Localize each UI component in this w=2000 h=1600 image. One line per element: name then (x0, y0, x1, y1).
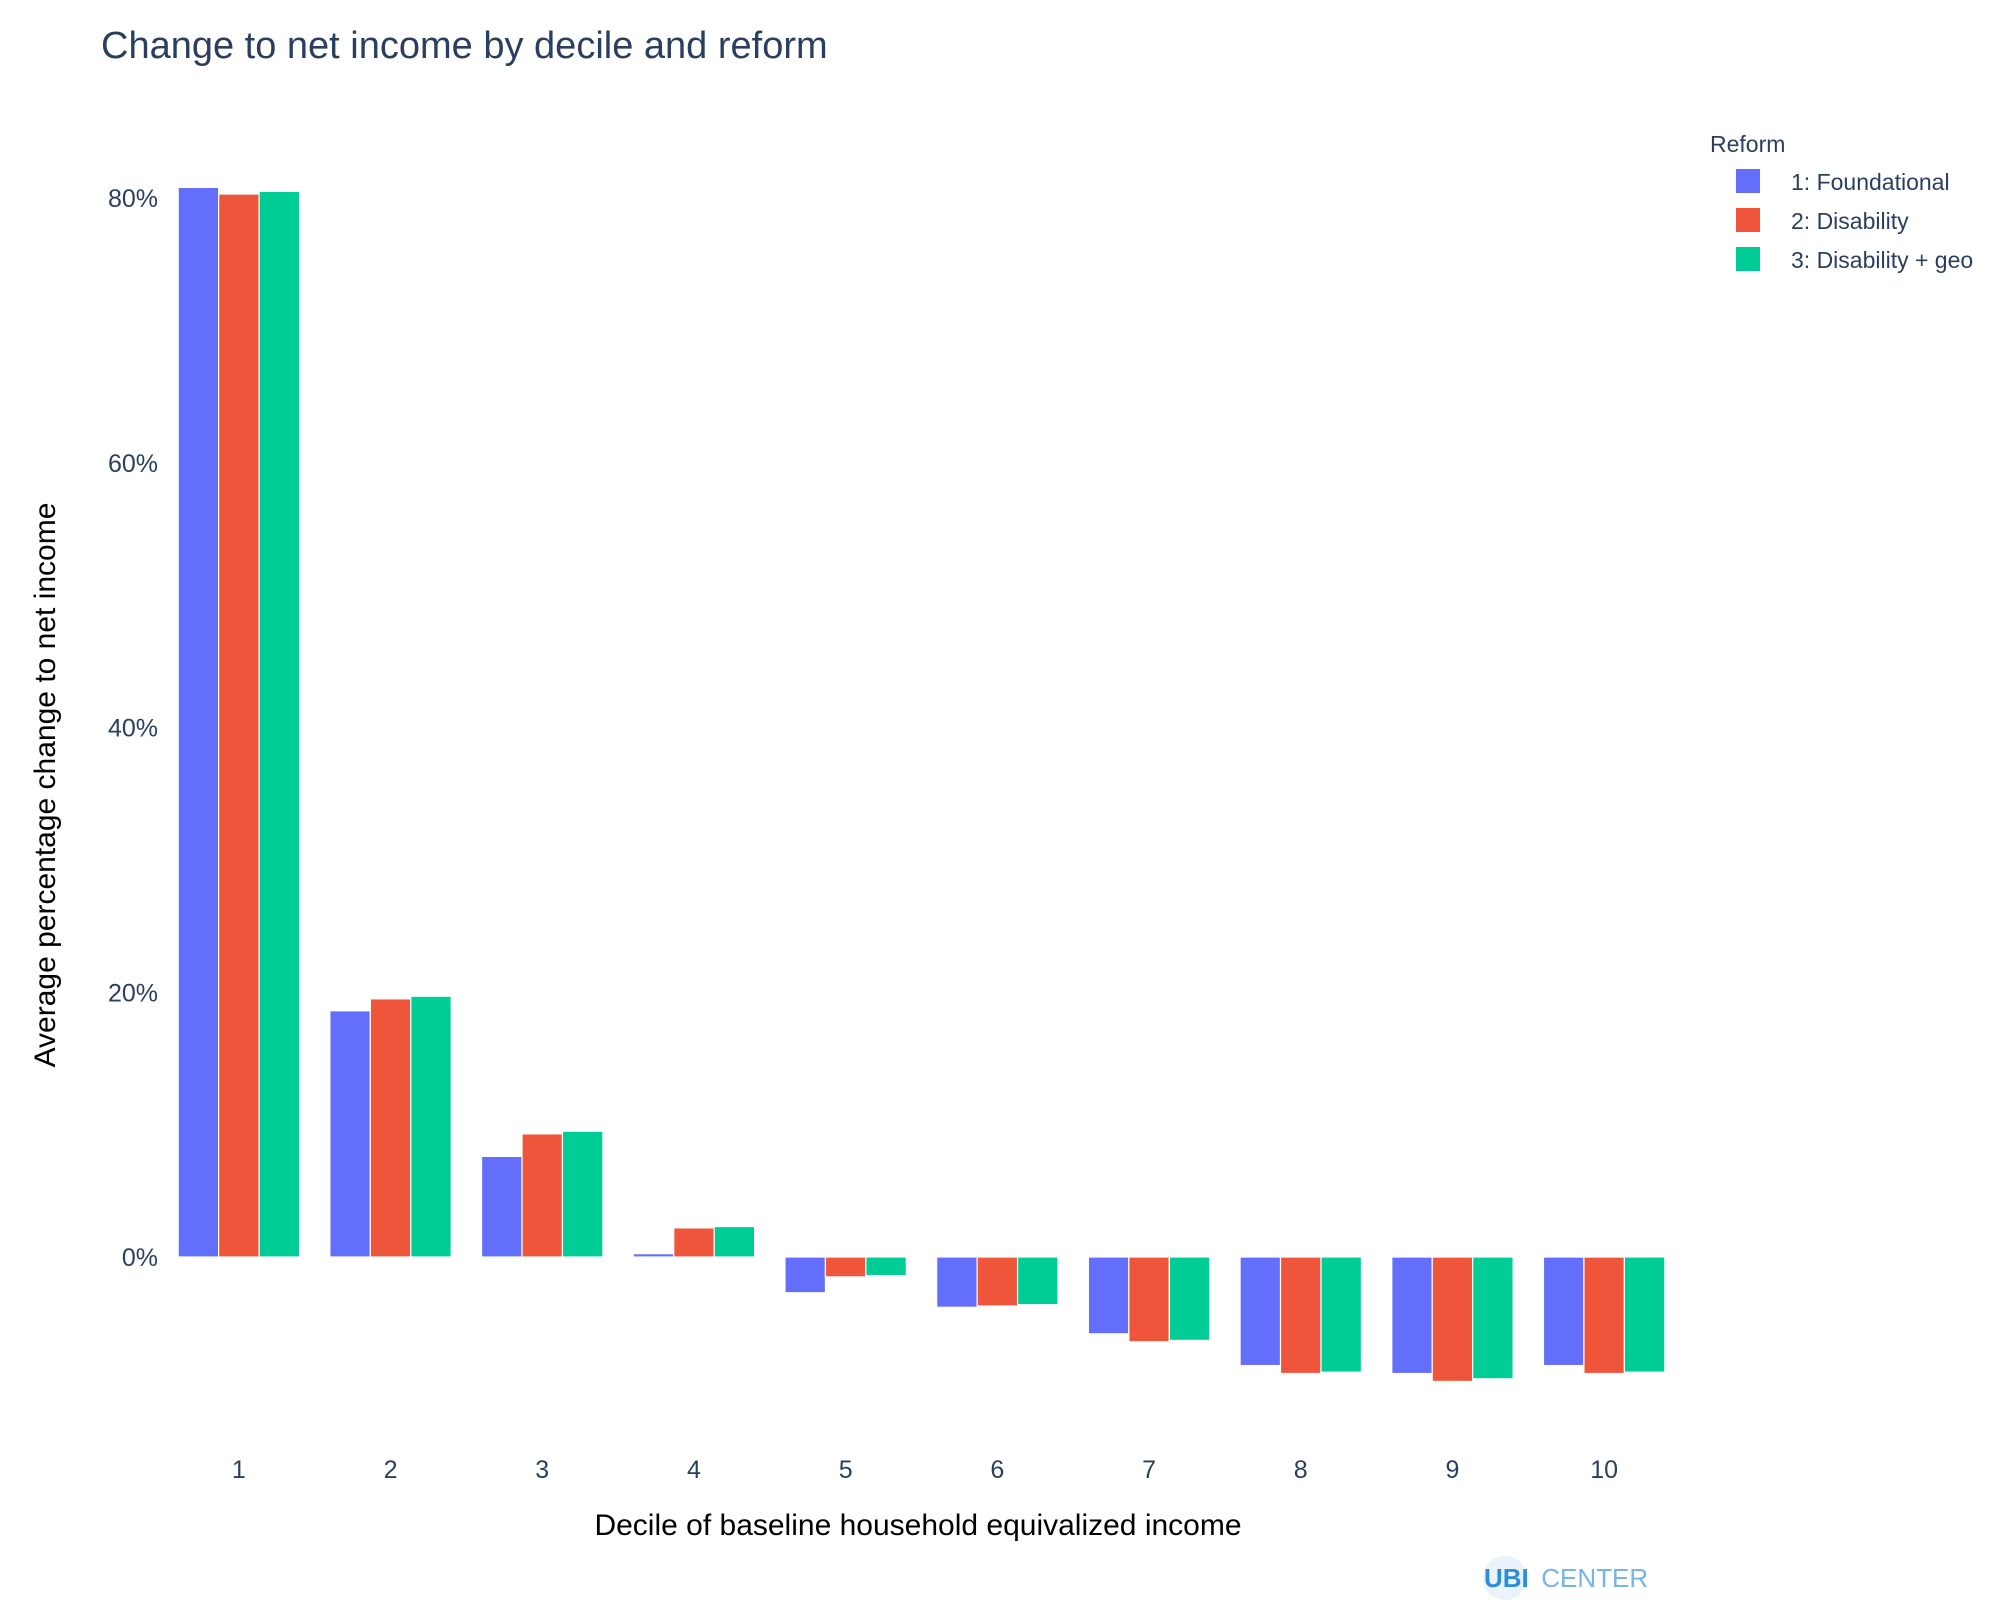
x-tick-label: 4 (687, 1456, 701, 1484)
y-axis-ticks: 0% 20% 40% 60% 80% (108, 185, 158, 1272)
y-tick-label: 0% (122, 1244, 158, 1272)
logo-text: UBI CENTER (1484, 1563, 1648, 1593)
x-axis-ticks: 1 2 3 4 5 6 7 8 9 10 (232, 1456, 1618, 1484)
bar[interactable] (1279, 1256, 1322, 1375)
bar[interactable] (976, 1256, 1019, 1307)
legend[interactable]: Reform 1: Foundational 2: Disability 3: Di… (1710, 131, 1973, 273)
legend-label: 1: Foundational (1791, 169, 1950, 195)
legend-swatch (1736, 169, 1760, 193)
legend-title: Reform (1710, 131, 1785, 157)
bar[interactable] (521, 1133, 564, 1258)
logo-light-text: CENTER (1541, 1563, 1648, 1593)
x-tick-label: 2 (384, 1456, 398, 1484)
x-axis-title: Decile of baseline household equivalized… (594, 1509, 1241, 1542)
bar[interactable] (1431, 1256, 1474, 1383)
legend-item[interactable]: 1: Foundational (1736, 169, 1950, 195)
ubi-center-logo[interactable]: UBI CENTER (1483, 1556, 1648, 1600)
y-tick-label: 20% (108, 979, 158, 1007)
legend-item[interactable]: 3: Disability + geo (1736, 247, 1973, 273)
bar[interactable] (369, 998, 412, 1258)
bar[interactable] (824, 1256, 867, 1278)
bar[interactable] (673, 1227, 715, 1258)
x-tick-label: 3 (535, 1456, 549, 1484)
bars (177, 186, 1666, 1383)
x-tick-label: 8 (1294, 1456, 1308, 1484)
legend-swatch (1736, 208, 1760, 232)
logo-bold-text: UBI (1484, 1563, 1529, 1593)
bar[interactable] (632, 1253, 675, 1258)
bar[interactable] (784, 1256, 827, 1294)
bar[interactable] (1239, 1256, 1282, 1367)
y-tick-label: 60% (108, 450, 158, 478)
chart-title: Change to net income by decile and refor… (101, 25, 828, 67)
x-tick-label: 5 (839, 1456, 853, 1484)
bar[interactable] (1128, 1256, 1170, 1343)
legend-label: 2: Disability (1791, 208, 1909, 234)
bar[interactable] (329, 1010, 371, 1258)
bar[interactable] (177, 186, 220, 1258)
y-axis-title: Average percentage change to net income (29, 503, 62, 1068)
x-tick-label: 7 (1142, 1456, 1156, 1484)
bar[interactable] (1016, 1256, 1059, 1306)
bar[interactable] (1087, 1256, 1130, 1335)
bar[interactable] (1623, 1256, 1666, 1373)
bar[interactable] (1472, 1256, 1514, 1380)
bar[interactable] (1320, 1256, 1363, 1373)
bar[interactable] (865, 1256, 907, 1277)
legend-item[interactable]: 2: Disability (1736, 208, 1909, 234)
bar[interactable] (713, 1225, 756, 1258)
bar[interactable] (480, 1155, 523, 1258)
logo-badge (1483, 1556, 1527, 1600)
x-tick-label: 10 (1590, 1456, 1618, 1484)
legend-label: 3: Disability + geo (1791, 247, 1973, 273)
bar[interactable] (936, 1256, 978, 1308)
x-tick-label: 9 (1445, 1456, 1459, 1484)
legend-swatch (1736, 247, 1760, 271)
bar[interactable] (410, 995, 452, 1258)
bar[interactable] (218, 193, 260, 1258)
bar[interactable] (1168, 1256, 1211, 1342)
y-tick-label: 80% (108, 185, 158, 213)
bar[interactable] (1391, 1256, 1433, 1375)
bar[interactable] (258, 190, 301, 1258)
y-tick-label: 40% (108, 715, 158, 743)
bar[interactable] (1542, 1256, 1585, 1367)
x-tick-label: 1 (232, 1456, 246, 1484)
bar[interactable] (1583, 1256, 1625, 1375)
bar[interactable] (561, 1130, 604, 1258)
x-tick-label: 6 (990, 1456, 1004, 1484)
